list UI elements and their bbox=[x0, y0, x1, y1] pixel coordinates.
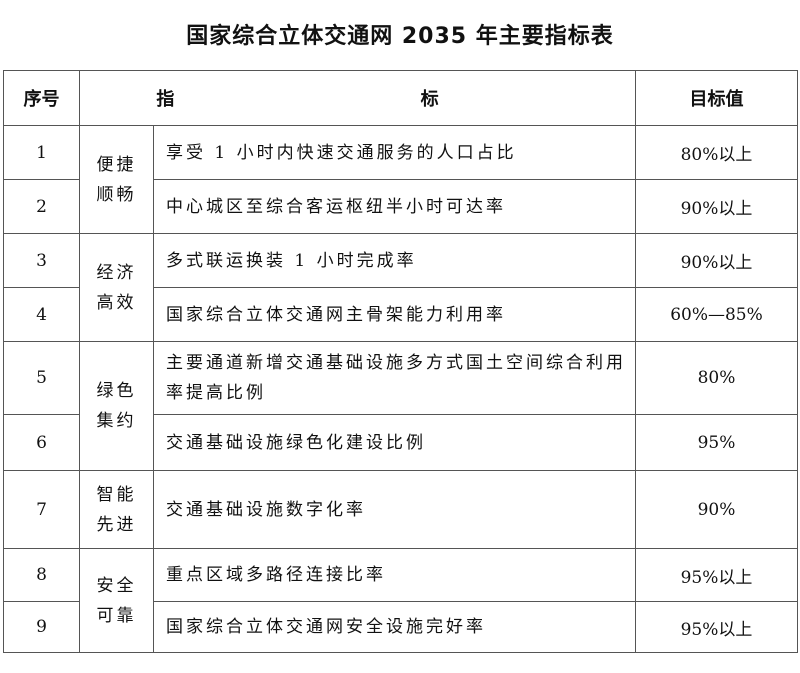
target-cell: 95%以上 bbox=[635, 601, 798, 653]
target-cell: 95%以上 bbox=[635, 548, 798, 602]
indicator-cell: 中心城区至综合客运枢纽半小时可达率 bbox=[153, 179, 636, 234]
target-cell: 90%以上 bbox=[635, 233, 798, 288]
table-header-row: 序号 指 标 目标值 bbox=[3, 70, 798, 126]
table-row: 7 智能先进 交通基础设施数字化率 90% bbox=[3, 470, 798, 549]
indicator-cell: 交通基础设施绿色化建设比例 bbox=[153, 414, 636, 471]
target-cell: 80% bbox=[635, 341, 798, 415]
row-number: 2 bbox=[3, 179, 80, 234]
indicator-cell: 多式联运换装 1 小时完成率 bbox=[153, 233, 636, 288]
row-number: 6 bbox=[3, 414, 80, 471]
header-target: 目标值 bbox=[635, 70, 798, 126]
page-title: 国家综合立体交通网 2035 年主要指标表 bbox=[186, 24, 614, 49]
category-cell: 绿色集约 bbox=[79, 341, 154, 471]
category-cell: 便捷顺畅 bbox=[79, 125, 154, 234]
indicator-cell: 国家综合立体交通网主骨架能力利用率 bbox=[153, 287, 636, 342]
row-number: 9 bbox=[3, 601, 80, 653]
row-number: 8 bbox=[3, 548, 80, 602]
table-row: 8 安全可靠 重点区域多路径连接比率 95%以上 bbox=[3, 548, 798, 653]
row-number: 3 bbox=[3, 233, 80, 288]
row-number: 5 bbox=[3, 341, 80, 415]
indicator-table: 序号 指 标 目标值 1 便捷顺畅 享受 1 小时内快速交通服务的人口占比 80%以上… bbox=[3, 70, 798, 653]
table-row: 2 中心城区至综合客运枢纽半小时可达率 90%以上 bbox=[3, 179, 798, 234]
category-cell: 经济高效 bbox=[79, 233, 154, 342]
indicator-cell: 享受 1 小时内快速交通服务的人口占比 bbox=[153, 125, 636, 180]
indicator-cell: 重点区域多路径连接比率 bbox=[153, 548, 636, 602]
table-row: 5 绿色集约 主要通道新增交通基础设施多方式国土空间综合利用率提高比例 80% bbox=[3, 341, 798, 471]
target-cell: 60%—85% bbox=[635, 287, 798, 342]
header-indicator: 指 标 bbox=[79, 70, 636, 126]
table-row: 1 便捷顺畅 享受 1 小时内快速交通服务的人口占比 80%以上 bbox=[3, 125, 798, 234]
table-row: 4 国家综合立体交通网主骨架能力利用率 60%—85% bbox=[3, 287, 798, 342]
target-cell: 80%以上 bbox=[635, 125, 798, 180]
table-row: 9 国家综合立体交通网安全设施完好率 95%以上 bbox=[3, 601, 798, 653]
target-cell: 95% bbox=[635, 414, 798, 471]
table-row: 3 经济高效 多式联运换装 1 小时完成率 90%以上 bbox=[3, 233, 798, 342]
row-number: 4 bbox=[3, 287, 80, 342]
header-no: 序号 bbox=[3, 70, 80, 126]
indicator-cell: 主要通道新增交通基础设施多方式国土空间综合利用率提高比例 bbox=[153, 341, 636, 415]
category-cell: 智能先进 bbox=[79, 470, 154, 549]
row-number: 1 bbox=[3, 125, 80, 180]
target-cell: 90%以上 bbox=[635, 179, 798, 234]
target-cell: 90% bbox=[635, 470, 798, 549]
category-cell: 安全可靠 bbox=[79, 548, 154, 653]
row-number: 7 bbox=[3, 470, 80, 549]
indicator-cell: 国家综合立体交通网安全设施完好率 bbox=[153, 601, 636, 653]
indicator-cell: 交通基础设施数字化率 bbox=[153, 470, 636, 549]
